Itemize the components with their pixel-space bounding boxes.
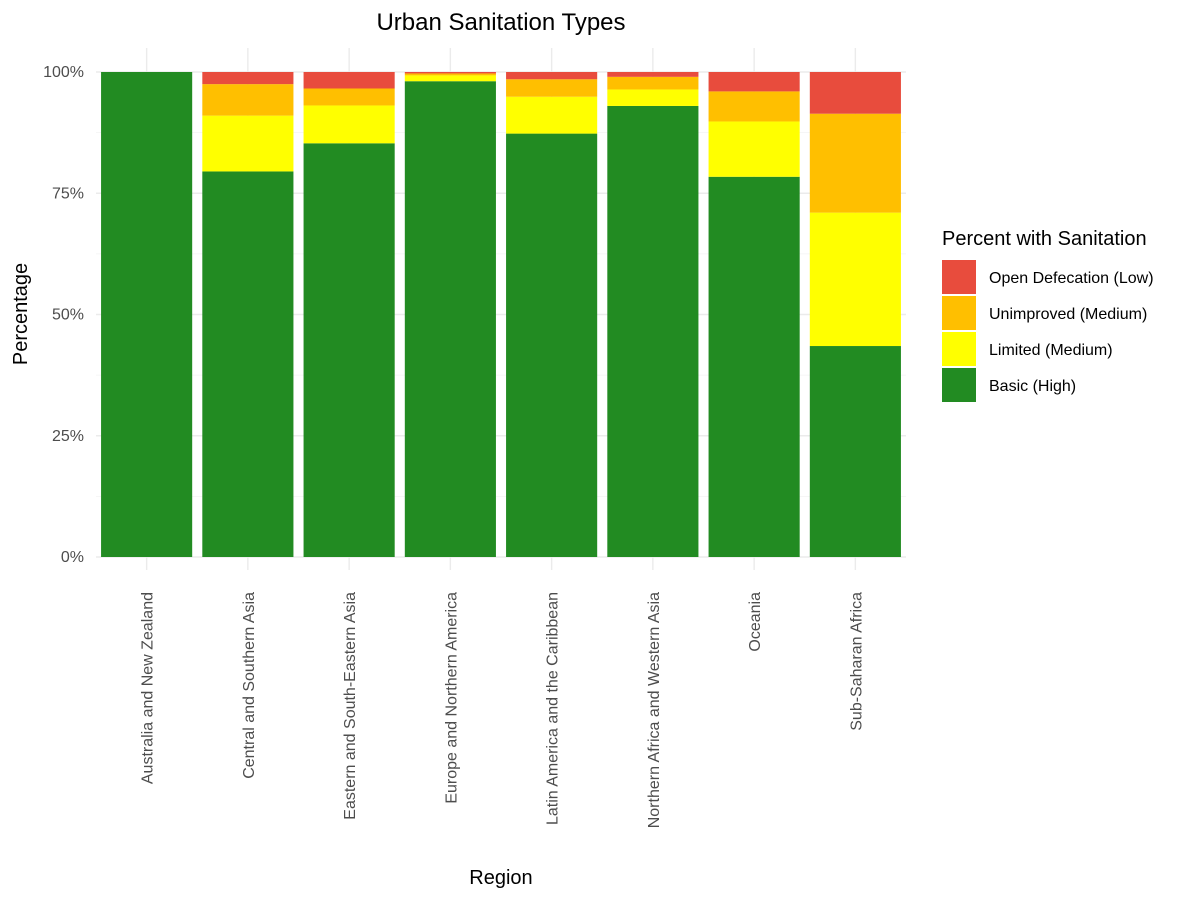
y-axis-title: Percentage <box>10 263 32 365</box>
bar-segment-unimproved-medium <box>303 88 395 106</box>
bars-layer <box>101 72 901 558</box>
bar-segment-unimproved-medium <box>809 113 901 213</box>
x-axis: Australia and New Zealand Central and Sou… <box>140 592 866 828</box>
bar-segment-unimproved-medium <box>607 76 699 90</box>
x-tick-label: Northern Africa and Western Asia <box>646 592 663 828</box>
bar-segment-open-defecation-low <box>202 72 294 85</box>
x-tick-label: Sub-Saharan Africa <box>848 592 865 731</box>
bar-segment-open-defecation-low <box>303 72 395 89</box>
bar-segment-limited-medium <box>404 75 496 82</box>
bar-segment-limited-medium <box>708 121 800 177</box>
x-tick-label: Latin America and the Caribbean <box>545 592 562 825</box>
y-tick-label: 75% <box>52 185 84 202</box>
legend-swatch <box>942 260 976 294</box>
bar-segment-open-defecation-low <box>708 72 800 92</box>
bar-segment-basic-high <box>404 81 496 557</box>
x-tick-label: Oceania <box>747 592 764 652</box>
bar-segment-unimproved-medium <box>404 73 496 76</box>
legend-label: Basic (High) <box>989 378 1076 395</box>
y-tick-label: 50% <box>52 307 84 324</box>
bar-segment-limited-medium <box>202 115 294 172</box>
bar-segment-basic-high <box>303 143 395 558</box>
bar-segment-basic-high <box>101 72 193 557</box>
bar-segment-basic-high <box>607 105 699 557</box>
bar-segment-basic-high <box>202 171 294 558</box>
y-tick-label: 100% <box>43 64 84 81</box>
legend-label: Open Defecation (Low) <box>989 270 1154 287</box>
bar-segment-open-defecation-low <box>404 72 496 74</box>
bar-segment-unimproved-medium <box>708 91 800 122</box>
bar-segment-open-defecation-low <box>607 72 699 77</box>
x-tick-label: Central and Southern Asia <box>241 592 258 779</box>
legend-label: Unimproved (Medium) <box>989 306 1147 323</box>
x-axis-title: Region <box>469 867 532 889</box>
bar-segment-limited-medium <box>607 89 699 106</box>
y-tick-label: 25% <box>52 428 84 445</box>
legend-swatch <box>942 332 976 366</box>
legend-swatch <box>942 368 976 402</box>
legend: Percent with Sanitation Open Defecation … <box>942 228 1154 402</box>
legend-title: Percent with Sanitation <box>942 228 1147 250</box>
bar-segment-unimproved-medium <box>202 84 294 116</box>
legend-label: Limited (Medium) <box>989 342 1113 359</box>
chart-title: Urban Sanitation Types <box>376 9 625 36</box>
bar-segment-limited-medium <box>506 96 598 134</box>
bar-segment-limited-medium <box>303 105 395 144</box>
bar-segment-basic-high <box>809 346 901 557</box>
x-tick-label: Australia and New Zealand <box>140 592 157 784</box>
bar-segment-basic-high <box>506 133 598 557</box>
x-tick-label: Europe and Northern America <box>443 592 460 804</box>
bar-segment-open-defecation-low <box>809 72 901 114</box>
bar-segment-unimproved-medium <box>506 79 598 97</box>
y-axis: 0% 25% 50% 75% 100% <box>43 64 84 566</box>
x-tick-label: Eastern and South-Eastern Asia <box>342 592 359 820</box>
legend-items: Open Defecation (Low) Unimproved (Medium)… <box>942 260 1154 402</box>
bar-segment-basic-high <box>708 176 800 557</box>
bar-segment-limited-medium <box>809 212 901 347</box>
legend-swatch <box>942 296 976 330</box>
bar-segment-open-defecation-low <box>506 72 598 80</box>
y-tick-label: 0% <box>61 549 84 566</box>
